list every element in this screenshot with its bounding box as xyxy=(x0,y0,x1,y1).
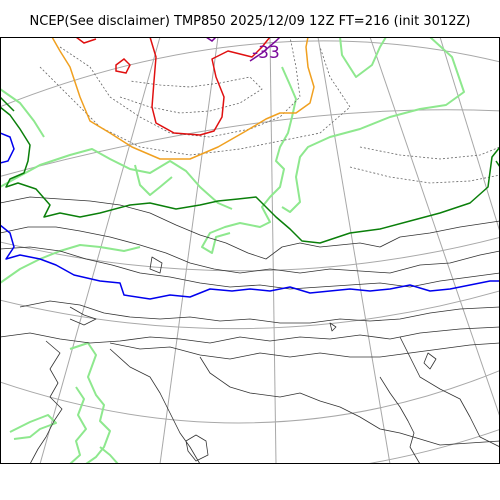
coastline xyxy=(9,414,57,440)
isotherm-red xyxy=(149,37,271,136)
coastline xyxy=(281,37,465,213)
meridian-line xyxy=(369,37,500,418)
meridian-line xyxy=(317,37,391,464)
isotherm-purple xyxy=(205,37,217,42)
coastline xyxy=(99,446,119,464)
temperature-map: -33 xyxy=(0,37,500,464)
isotherm xyxy=(109,342,500,360)
isotherm-green xyxy=(0,96,15,112)
isotherm xyxy=(149,256,163,274)
meridian-line xyxy=(39,37,161,464)
isotherm xyxy=(379,376,421,464)
isotherm-green xyxy=(0,106,500,244)
coastline xyxy=(0,148,233,210)
isotherm-zero-blue xyxy=(0,132,15,164)
isotherm xyxy=(29,340,63,464)
coastline xyxy=(339,37,387,78)
meridian-line xyxy=(269,37,277,464)
latitude-line xyxy=(0,369,500,424)
latitude-line xyxy=(0,40,500,108)
latitude-line xyxy=(0,290,500,330)
isotherm-red xyxy=(75,37,97,44)
map-background xyxy=(0,37,500,464)
map-title: NCEP(See disclaimer) TMP850 2025/12/09 1… xyxy=(29,14,471,29)
coastlines xyxy=(0,37,465,464)
meridian-line xyxy=(439,37,500,233)
isotherm xyxy=(185,434,209,462)
isotherm-zero-blue xyxy=(0,224,500,300)
isotherm xyxy=(399,336,500,448)
black-isotherms xyxy=(0,196,500,464)
meridian-line xyxy=(159,37,219,464)
contour-label: -33 xyxy=(252,43,280,63)
isotherm xyxy=(199,356,500,446)
dashed-isotherms xyxy=(39,37,500,184)
isotherm-red xyxy=(115,58,131,74)
latitude-line xyxy=(363,428,500,464)
coastline xyxy=(0,88,45,138)
isotherm xyxy=(19,300,500,324)
coastline xyxy=(201,66,297,254)
coastline xyxy=(0,244,141,284)
isotherm-dashed xyxy=(349,166,500,184)
isotherm xyxy=(0,226,500,274)
isotherm-dashed xyxy=(59,37,301,138)
latitude-line xyxy=(0,109,500,177)
isotherm-dashed xyxy=(359,146,500,160)
coastline xyxy=(69,386,87,464)
isotherm-dashed xyxy=(119,76,263,114)
isotherm-orange xyxy=(51,37,315,160)
coastline xyxy=(69,342,111,464)
isotherm xyxy=(0,196,500,260)
isotherm xyxy=(69,306,97,326)
coastline xyxy=(134,164,173,196)
isotherm xyxy=(109,348,201,464)
isotherm xyxy=(423,352,437,370)
isotherm-purple xyxy=(249,37,281,62)
isotherm xyxy=(329,322,337,332)
